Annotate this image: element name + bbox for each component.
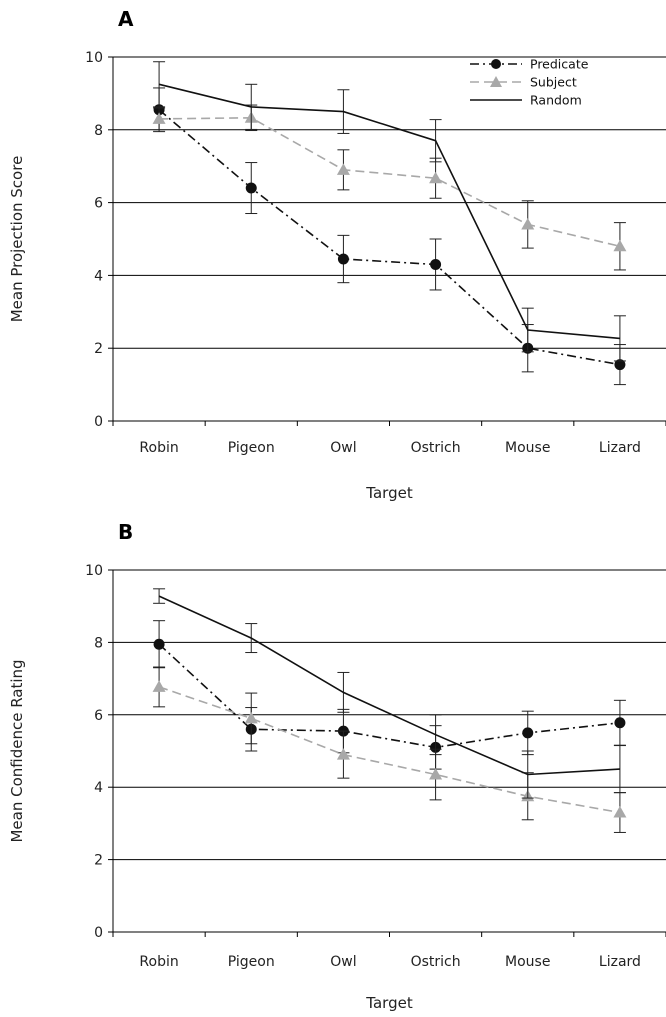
y-tick-label: 10 bbox=[85, 563, 103, 579]
data-point bbox=[613, 806, 627, 818]
x-tick-label: Lizard bbox=[599, 440, 641, 456]
series-subject bbox=[152, 104, 627, 271]
series-line bbox=[159, 116, 621, 248]
x-tick-label: Mouse bbox=[505, 954, 550, 970]
y-tick-label: 2 bbox=[94, 853, 103, 869]
data-point bbox=[430, 258, 442, 270]
x-tick-label: Pigeon bbox=[228, 954, 275, 970]
y-tick-label: 8 bbox=[94, 635, 103, 651]
x-tick-label: Pigeon bbox=[228, 440, 275, 456]
data-point bbox=[521, 217, 535, 230]
x-tick-label: Robin bbox=[139, 954, 178, 970]
x-tick-label: Owl bbox=[330, 954, 356, 970]
y-axis-title: Mean Confidence Rating bbox=[8, 659, 26, 842]
panel-label: A bbox=[118, 7, 134, 31]
chart-panel-b: B 0 2 4 6 8 10 Robin Pigeon Owl Ostrich Mouse Lizard… bbox=[8, 520, 666, 1012]
x-axis-title: Target bbox=[365, 994, 413, 1012]
data-point bbox=[152, 680, 166, 692]
legend-marker bbox=[490, 76, 502, 87]
y-tick-label: 10 bbox=[85, 50, 103, 66]
series-subject bbox=[152, 666, 627, 833]
x-tick-label: Ostrich bbox=[411, 440, 461, 456]
data-point bbox=[614, 717, 626, 729]
series-line bbox=[158, 83, 620, 340]
legend-label: Predicate bbox=[530, 57, 589, 72]
series-line bbox=[158, 686, 621, 814]
chart-panel-a: A 0 2 4 6 8 10 Robin Pigeon Owl Ostrich Mouse Lizard… bbox=[8, 7, 666, 502]
y-tick-label: 6 bbox=[94, 196, 103, 212]
x-tick-label: Owl bbox=[330, 440, 356, 456]
x-tick-label: Mouse bbox=[505, 440, 550, 456]
y-axis-title: Mean Projection Score bbox=[8, 156, 26, 323]
series-predicate bbox=[153, 620, 626, 770]
data-point bbox=[429, 171, 443, 184]
data-point bbox=[245, 182, 257, 194]
legend-marker bbox=[491, 59, 501, 69]
data-point bbox=[337, 253, 349, 265]
y-tick-label: 8 bbox=[94, 123, 103, 139]
x-tick-label: Ostrich bbox=[411, 954, 461, 970]
series-predicate bbox=[153, 87, 626, 386]
x-axis-title: Target bbox=[365, 484, 413, 502]
y-tick-label: 2 bbox=[94, 341, 103, 357]
data-point bbox=[522, 727, 534, 739]
x-tick-label: Robin bbox=[139, 440, 178, 456]
legend-label: Random bbox=[530, 93, 582, 108]
y-tick-label: 4 bbox=[94, 780, 103, 796]
data-point bbox=[336, 163, 350, 175]
y-tick-label: 0 bbox=[94, 925, 103, 941]
panel-label: B bbox=[118, 520, 133, 544]
legend: Predicate Subject Random bbox=[470, 57, 589, 108]
y-tick-label: 6 bbox=[94, 708, 103, 724]
series-line bbox=[158, 643, 620, 749]
series-random bbox=[153, 588, 626, 799]
data-point bbox=[336, 748, 350, 760]
data-point bbox=[244, 711, 258, 724]
x-tick-label: Lizard bbox=[599, 954, 641, 970]
y-tick-label: 4 bbox=[94, 268, 103, 284]
data-point bbox=[152, 112, 166, 124]
data-point bbox=[614, 359, 626, 371]
data-point bbox=[613, 239, 627, 252]
data-point bbox=[153, 638, 165, 650]
legend-label: Subject bbox=[530, 75, 577, 90]
series-random bbox=[153, 61, 626, 362]
y-tick-label: 0 bbox=[94, 414, 103, 430]
series-line bbox=[158, 595, 620, 776]
data-point bbox=[429, 768, 443, 780]
series-line bbox=[158, 109, 621, 366]
